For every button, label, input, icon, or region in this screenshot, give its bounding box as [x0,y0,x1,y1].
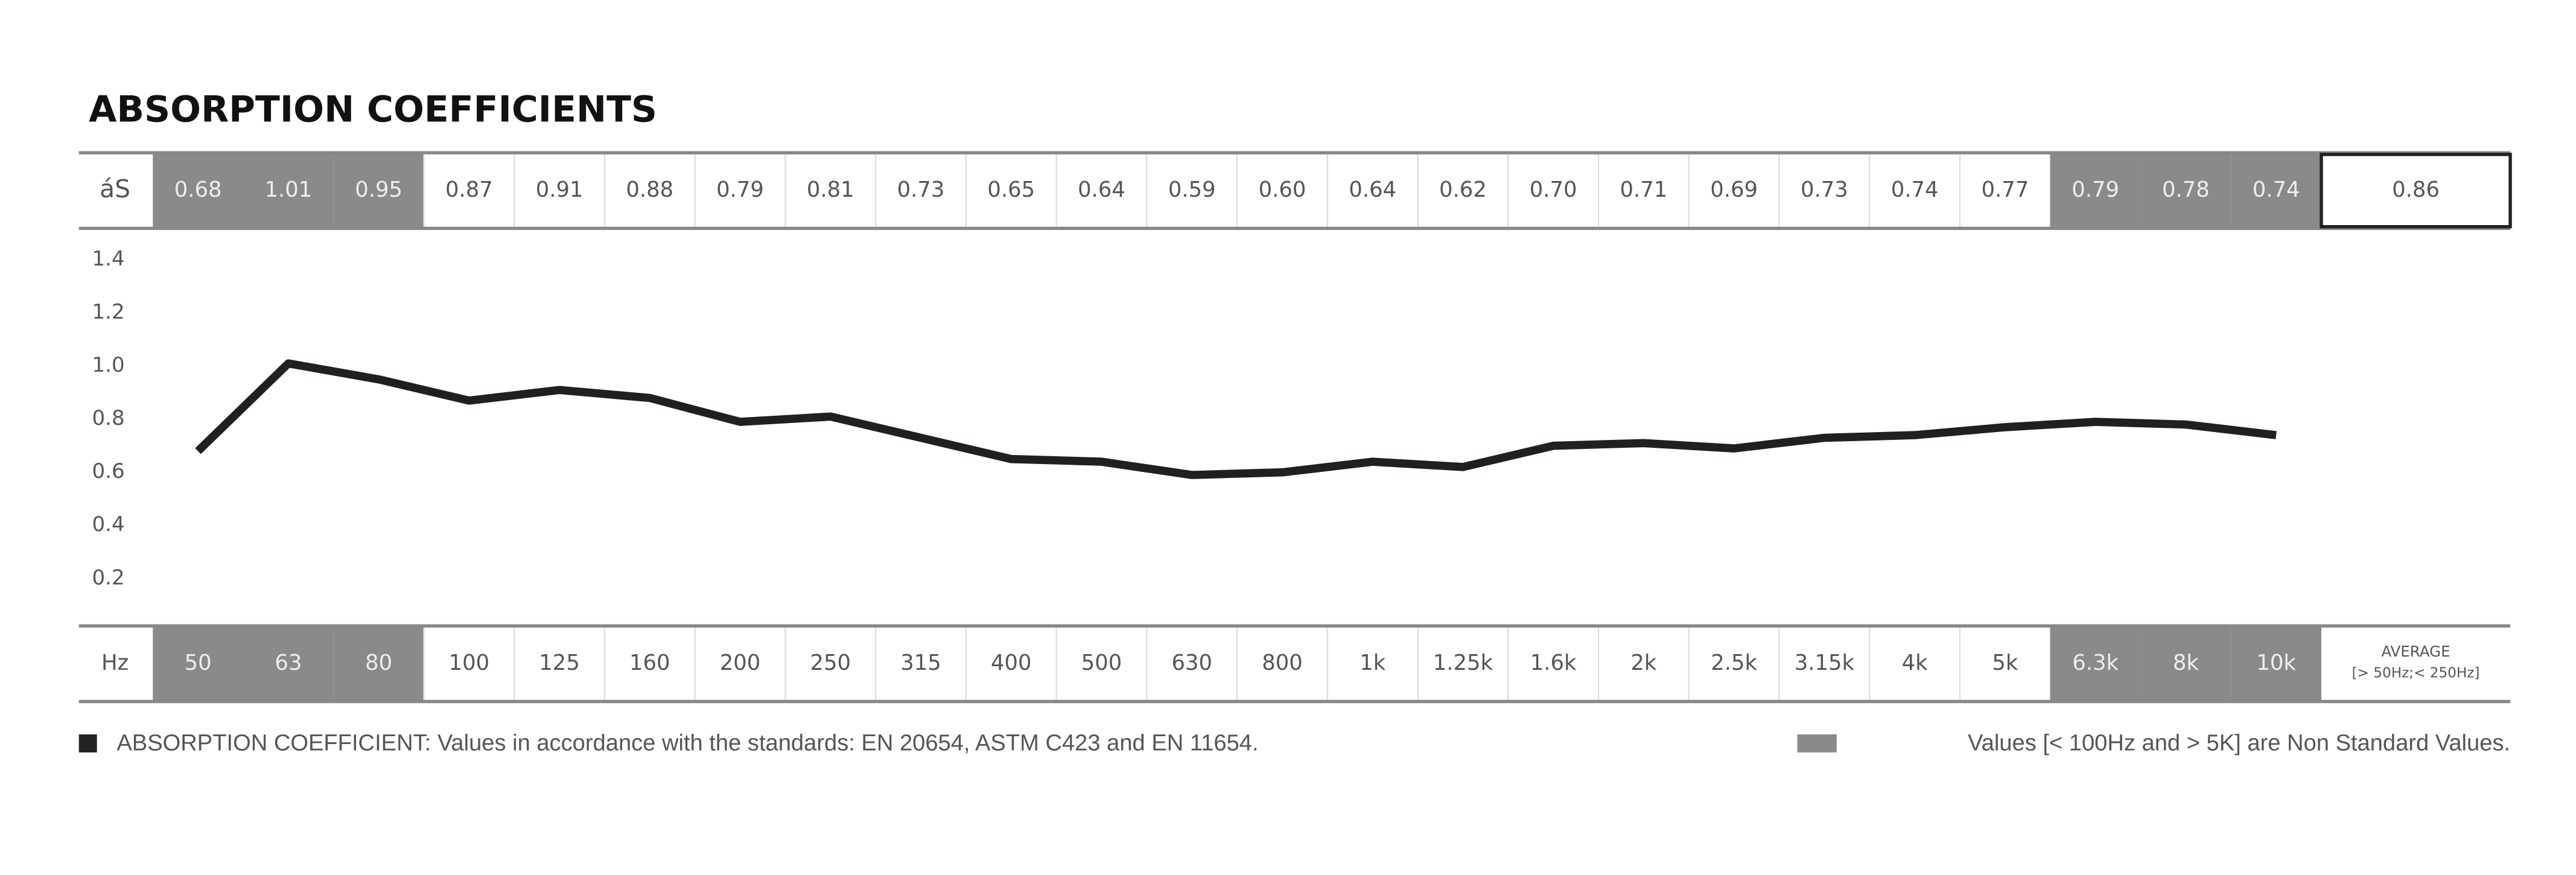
x-tick-label: 4k [1902,651,1929,675]
value-label: 0.59 [1168,177,1216,202]
x-tick-label: 800 [1262,651,1303,675]
x-tick-label: 100 [449,651,490,675]
value-label: 0.70 [1530,177,1577,202]
value-label: 0.65 [987,177,1035,202]
cell [2140,153,2231,229]
y-tick-label: 0.6 [92,459,125,483]
value-label: 1.01 [264,177,312,202]
x-tick-label: 63 [275,651,302,675]
value-label: 0.74 [1891,177,1939,202]
x-tick-label: 2k [1630,651,1657,675]
value-label: 0.69 [1710,177,1758,202]
cell [1055,152,1148,229]
x-tick-label: 80 [365,651,392,675]
cell [1326,625,1419,702]
cell [1597,152,1690,229]
data-line [195,359,2277,479]
x-tick-label: 315 [900,651,941,675]
y-tick-label: 1.4 [92,247,125,271]
cell [2050,153,2141,229]
x-tick-label: 1.6k [1530,651,1577,675]
x-tick-label: 5k [1992,651,2018,675]
cell [1236,152,1328,229]
note-marker [78,734,97,752]
x-tick-label: 2.5k [1711,651,1757,675]
cell [2140,626,2231,702]
y-tick-label: 0.4 [92,512,125,536]
chart-title: ABSORPTION COEFFICIENTS [89,89,657,131]
value-label: 0.73 [1801,177,1848,202]
value-label: 0.88 [626,177,673,202]
cell [333,153,424,229]
value-label: 0.77 [1981,177,2029,202]
cell [1688,152,1780,229]
cell [243,626,334,702]
y-tick-label: 1.2 [92,300,125,324]
cell [1688,625,1780,702]
x-tick-label: 125 [539,651,580,675]
value-label: 0.95 [355,177,402,202]
x-tick-label: 250 [810,651,851,675]
x-tick-label: 3.15k [1795,651,1855,675]
note-marker [1797,734,1837,752]
value-label: 0.60 [1259,177,1306,202]
y-tick-label: 0.2 [92,565,125,590]
cell [153,626,243,702]
value-label: 0.71 [1620,177,1668,202]
cell [784,625,877,702]
x-tick-label: 1k [1360,651,1386,675]
cell [1959,152,2051,229]
row-label: Hz [101,651,129,675]
value-label: 0.74 [2253,177,2300,202]
cell [514,625,606,702]
average-box [2320,153,2512,229]
cell [2231,153,2321,229]
cell [1778,152,1871,229]
y-tick-label: 1.0 [92,353,125,377]
value-label: 0.87 [445,177,493,202]
x-tick-label: 160 [629,651,670,675]
x-tick-label: 50 [185,651,212,675]
x-tick-label: 10k [2256,651,2296,675]
cell [875,152,967,229]
value-label: 0.73 [897,177,945,202]
value-label: 0.78 [2162,177,2210,202]
cell [243,153,334,229]
note: Values [< 100Hz and > 5K] are Non Standa… [1968,730,2510,756]
value-label: 0.64 [1349,177,1396,202]
value-label: 0.68 [174,177,222,202]
cell [965,625,1057,702]
x-tick-label: 6.3k [2072,651,2119,675]
average-value: 0.86 [2392,177,2440,202]
cell [1146,152,1238,229]
value-label: 0.64 [1078,177,1125,202]
x-tick-label: 200 [720,651,761,675]
cell [2050,626,2141,702]
note: ABSORPTION COEFFICIENT: Values in accord… [116,730,1258,756]
average-label: AVERAGE [2381,643,2450,660]
value-label: 0.79 [2072,177,2119,202]
x-tick-label: 400 [991,651,1032,675]
value-label: 0.62 [1439,177,1487,202]
x-tick-label: 8k [2173,651,2199,675]
row-label: áS [100,174,130,203]
value-label: 0.79 [716,177,764,202]
x-tick-label: 500 [1081,651,1122,675]
average-sublabel: [> 50Hz;< 250Hz] [2352,666,2480,681]
cell [1869,152,1961,229]
x-tick-label: 1.25k [1433,651,1493,675]
cell [153,153,243,229]
cell [1597,625,1690,702]
cell [2231,626,2321,702]
value-label: 0.91 [536,177,584,202]
x-tick-label: 630 [1171,651,1212,675]
y-tick-label: 0.8 [92,406,125,430]
cell [333,626,424,702]
value-label: 0.81 [807,177,854,202]
